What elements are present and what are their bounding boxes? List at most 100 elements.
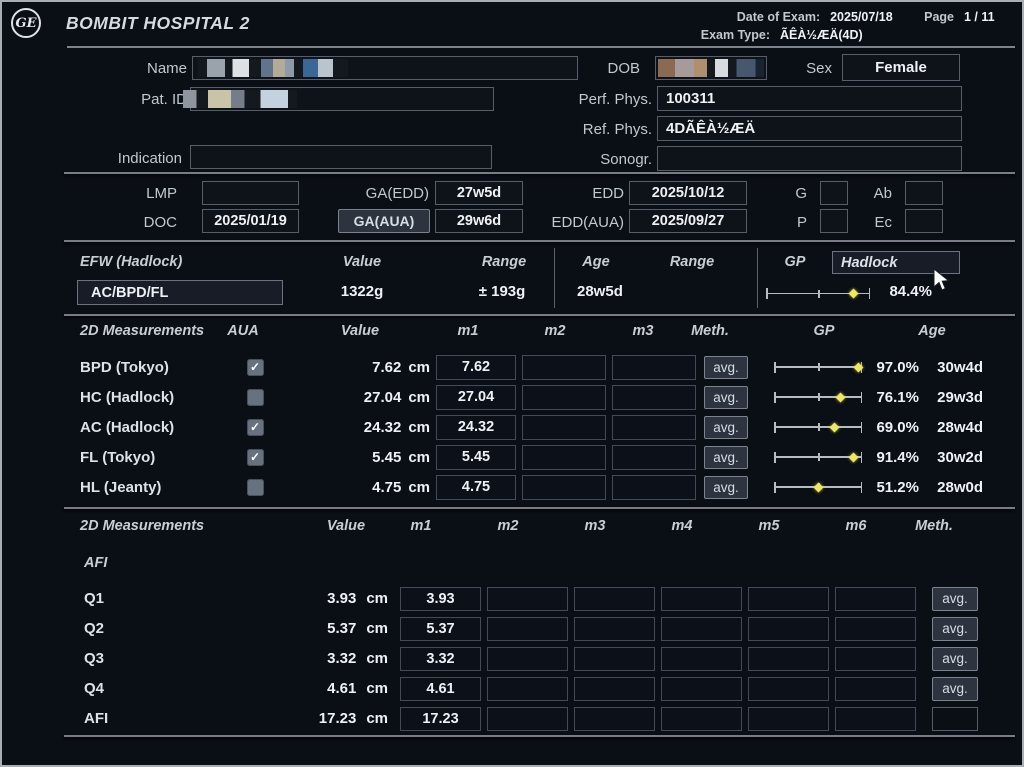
gp-marker-icon [829,422,840,432]
page-number: 1 / 11 [964,10,995,24]
m3-cell[interactable] [612,444,696,470]
m5-cell[interactable] [748,586,829,611]
m2-cell[interactable] [522,414,606,440]
gravida-field[interactable] [820,181,848,205]
m1-cell[interactable]: 17.23 [400,706,481,731]
m6-cell[interactable] [835,616,916,641]
m5-cell[interactable] [748,676,829,701]
method-button[interactable]: avg. [932,586,978,611]
aua-checkbox[interactable]: ✓ [246,478,264,496]
ref-phys-field[interactable]: 4DÃÊÀ½ÆÄ [657,116,962,141]
m1-cell[interactable]: 3.93 [400,586,481,611]
m4-cell[interactable] [661,586,742,611]
efw-col-range2: Range [669,254,715,270]
m1-cell[interactable]: 4.61 [400,676,481,701]
m2-cell[interactable] [487,616,568,641]
ga-edd-field[interactable]: 27w5d [435,181,523,205]
ectopic-field[interactable] [905,209,943,233]
m4-cell[interactable] [661,706,742,731]
m6-cell[interactable] [835,706,916,731]
m2-cell[interactable] [487,706,568,731]
m2-cell[interactable] [487,676,568,701]
m3-cell[interactable] [574,616,655,641]
dob-label: DOB [607,60,640,77]
m6-cell[interactable] [835,646,916,671]
m2-cell[interactable] [522,444,606,470]
m5-cell[interactable] [748,706,829,731]
dob-redacted-value [658,59,764,77]
afi-group-label: AFI [84,555,108,571]
m3-cell[interactable] [574,706,655,731]
m2-cell[interactable] [522,384,606,410]
aua-checkbox[interactable]: ✓ [246,358,264,376]
ga-aua-button[interactable]: GA(AUA) [338,209,430,233]
table-row: Q2 5.37 cm 5.37 avg. [62,616,1020,641]
aua-checkbox[interactable]: ✓ [246,448,264,466]
ga-aua-field[interactable]: 29w6d [435,209,523,233]
gp-method-dropdown[interactable]: Hadlock [832,251,960,274]
gp-percentile: 51.2% [876,478,919,496]
indication-field[interactable] [190,145,492,169]
para-field[interactable] [820,209,848,233]
m3-cell[interactable] [612,414,696,440]
m1-cell[interactable]: 24.32 [436,414,516,440]
edd-aua-label: EDD(AUA) [551,214,624,231]
abortions-field[interactable] [905,181,943,205]
m1-cell[interactable]: 7.62 [436,354,516,380]
method-cell-empty[interactable] [932,706,978,731]
m3-cell[interactable] [574,646,655,671]
m3-cell[interactable] [574,586,655,611]
measure-value: 4.75 [372,478,402,496]
efw-value: 1322g [340,283,384,300]
m1-cell[interactable]: 3.32 [400,646,481,671]
table-row: FL (Tokyo) ✓ 5.45 cm 5.45 avg. 91.4% 30w2… [62,444,1020,470]
m2-cell[interactable] [522,474,606,500]
m6-cell[interactable] [835,586,916,611]
method-button[interactable]: avg. [704,385,748,409]
sex-field[interactable]: Female [842,54,960,81]
name-field[interactable] [192,56,578,80]
m4-cell[interactable] [661,616,742,641]
efw-col-gp: GP [784,254,806,270]
dob-field[interactable] [655,56,767,80]
m6-cell[interactable] [835,676,916,701]
method-button[interactable]: avg. [704,415,748,439]
method-button[interactable]: avg. [932,616,978,641]
efw-formula-selector[interactable]: AC/BPD/FL [77,280,283,305]
measure-value: 17.23 [318,710,357,727]
aua-checkbox[interactable]: ✓ [246,388,264,406]
edd-field[interactable]: 2025/10/12 [629,181,747,205]
m5-cell[interactable] [748,646,829,671]
m3-cell[interactable] [612,354,696,380]
aua-checkbox[interactable]: ✓ [246,418,264,436]
method-button[interactable]: avg. [704,475,748,499]
measure-unit: cm [408,418,430,436]
m2-cell[interactable] [487,646,568,671]
doc-field[interactable]: 2025/01/19 [202,209,299,233]
measurements-title: 2D Measurements [80,323,205,339]
gp-marker-icon [813,482,824,492]
exam-type-label: Exam Type: [700,28,770,42]
m1-cell[interactable]: 27.04 [436,384,516,410]
m3-cell[interactable] [574,676,655,701]
m3-cell[interactable] [612,474,696,500]
m1-cell[interactable]: 5.37 [400,616,481,641]
m5-cell[interactable] [748,616,829,641]
method-button[interactable]: avg. [932,646,978,671]
gp-plot [774,361,864,374]
m4-cell[interactable] [661,676,742,701]
m1-cell[interactable]: 4.75 [436,474,516,500]
m1-cell[interactable]: 5.45 [436,444,516,470]
method-button[interactable]: avg. [932,676,978,701]
method-button[interactable]: avg. [704,445,748,469]
perf-phys-field[interactable]: 100311 [657,86,962,111]
edd-aua-field[interactable]: 2025/09/27 [629,209,747,233]
m4-cell[interactable] [661,646,742,671]
lmp-field[interactable] [202,181,299,205]
sonographer-field[interactable] [657,146,962,171]
measure-unit: cm [408,448,430,466]
m3-cell[interactable] [612,384,696,410]
m2-cell[interactable] [522,354,606,380]
method-button[interactable]: avg. [704,355,748,379]
m2-cell[interactable] [487,586,568,611]
